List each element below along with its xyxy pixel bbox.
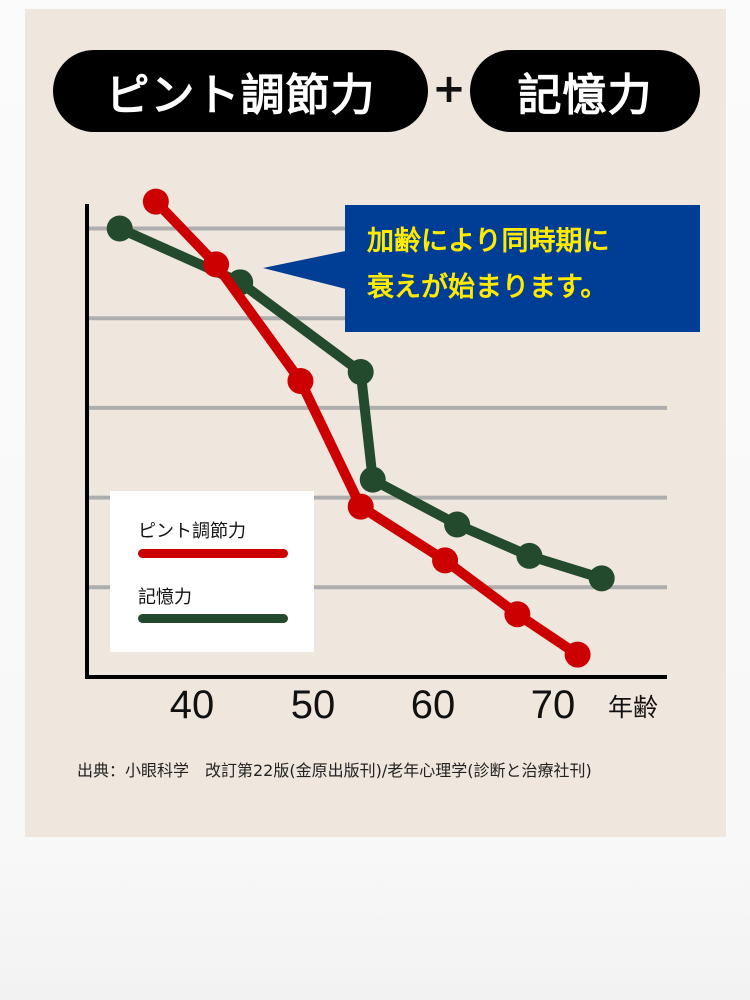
title-focus-text: ピント調節力 [105,70,376,121]
data-point [203,251,230,278]
data-point [347,359,374,386]
data-point [432,547,459,574]
legend: ピント調節力 記憶力 [110,491,314,652]
legend-swatch-memory [138,614,288,623]
callout-pointer [263,250,350,290]
callout-line-1: 加齢により同時期に [367,226,610,257]
source-citation: 出典：小眼科学 改訂第22版(金原出版刊)/老年心理学(診断と治療社刊) [77,761,592,780]
plus-sign: + [432,66,466,112]
title-memory-text: 記憶力 [517,70,653,121]
data-point [564,641,591,668]
callout-line-2: 衰えが始まります。 [367,272,608,303]
series-focus [142,188,591,668]
data-point [347,493,374,520]
x-tick-50: 50 [290,683,336,727]
axes [85,204,667,679]
legend-label-focus: ピント調節力 [138,521,246,542]
data-point [287,367,314,394]
x-tick-60: 60 [410,683,456,727]
series-memory [106,215,615,592]
title-pill-focus: ピント調節力 [53,50,428,132]
chart-card: ピント調節力 + 記憶力 [25,9,726,837]
data-point [504,601,531,628]
title-pill-memory: 記憶力 [470,50,700,132]
data-point [588,565,615,592]
data-point [516,542,543,569]
data-point [444,511,471,538]
annotation-callout: 加齢により同時期に 衰えが始まります。 [345,205,700,332]
x-tick-70: 70 [530,683,576,727]
legend-swatch-focus [138,549,288,558]
data-point [106,215,133,242]
x-tick-40: 40 [169,683,215,727]
data-series [106,188,615,668]
data-point [142,188,169,215]
x-axis-label: 年齢 [608,693,659,722]
data-point [359,466,386,493]
legend-label-memory: 記憶力 [138,587,192,608]
